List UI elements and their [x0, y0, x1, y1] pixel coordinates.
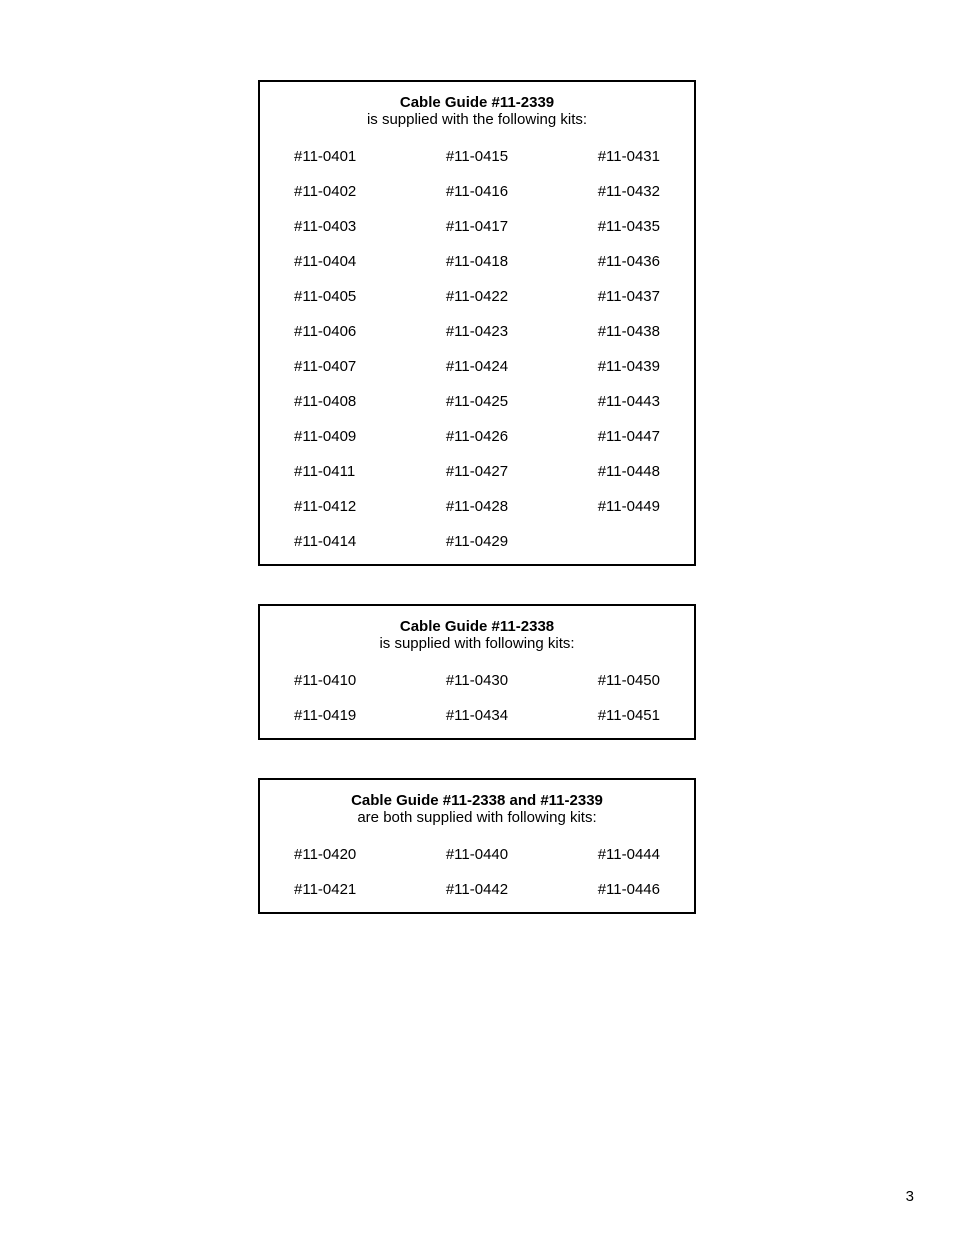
box-3-title: Cable Guide #11-2338 and #11-2339: [260, 792, 694, 809]
box-2-kits-grid: #11-0410#11-0430#11-0450 #11-0419#11-0434…: [260, 672, 694, 724]
kit-item: #11-0422: [413, 288, 540, 305]
kit-item: #11-0401: [286, 148, 413, 165]
kit-item: #11-0444: [541, 846, 668, 863]
kit-item: #11-0440: [413, 846, 540, 863]
kit-item: #11-0410: [286, 672, 413, 689]
page-number: 3: [906, 1188, 914, 1205]
kit-item: #11-0411: [286, 463, 413, 480]
cable-guide-box-1: Cable Guide #11-2339 is supplied with th…: [258, 80, 696, 566]
kit-item: #11-0442: [413, 881, 540, 898]
box-3-header: Cable Guide #11-2338 and #11-2339 are bo…: [260, 792, 694, 826]
box-1-title: Cable Guide #11-2339: [260, 94, 694, 111]
page-container: Cable Guide #11-2339 is supplied with th…: [0, 80, 954, 914]
box-1-subtitle: is supplied with the following kits:: [260, 111, 694, 128]
kit-item: #11-0438: [541, 323, 668, 340]
kit-item: #11-0443: [541, 393, 668, 410]
kit-item: #11-0408: [286, 393, 413, 410]
kit-item: #11-0415: [413, 148, 540, 165]
kit-item: #11-0450: [541, 672, 668, 689]
kit-item: #11-0447: [541, 428, 668, 445]
kit-item: #11-0432: [541, 183, 668, 200]
kit-item: #11-0427: [413, 463, 540, 480]
kit-item: #11-0434: [413, 707, 540, 724]
cable-guide-box-3: Cable Guide #11-2338 and #11-2339 are bo…: [258, 778, 696, 914]
kit-item: #11-0451: [541, 707, 668, 724]
cable-guide-box-2: Cable Guide #11-2338 is supplied with fo…: [258, 604, 696, 740]
kit-item: #11-0402: [286, 183, 413, 200]
kit-item: #11-0403: [286, 218, 413, 235]
kit-item: #11-0414: [286, 533, 413, 550]
kit-item: #11-0439: [541, 358, 668, 375]
kit-item: #11-0416: [413, 183, 540, 200]
kit-item: #11-0435: [541, 218, 668, 235]
box-1-header: Cable Guide #11-2339 is supplied with th…: [260, 94, 694, 128]
box-3-kits-grid: #11-0420#11-0440#11-0444 #11-0421#11-0442…: [260, 846, 694, 898]
kit-item: #11-0437: [541, 288, 668, 305]
kit-item: [541, 533, 668, 550]
box-3-subtitle: are both supplied with following kits:: [260, 809, 694, 826]
kit-item: #11-0429: [413, 533, 540, 550]
kit-item: #11-0421: [286, 881, 413, 898]
kit-item: #11-0436: [541, 253, 668, 270]
box-1-kits-grid: #11-0401#11-0415#11-0431 #11-0402#11-0416…: [260, 148, 694, 550]
kit-item: #11-0449: [541, 498, 668, 515]
kit-item: #11-0412: [286, 498, 413, 515]
kit-item: #11-0430: [413, 672, 540, 689]
kit-item: #11-0424: [413, 358, 540, 375]
kit-item: #11-0407: [286, 358, 413, 375]
box-2-title: Cable Guide #11-2338: [260, 618, 694, 635]
box-2-subtitle: is supplied with following kits:: [260, 635, 694, 652]
kit-item: #11-0418: [413, 253, 540, 270]
kit-item: #11-0428: [413, 498, 540, 515]
kit-item: #11-0417: [413, 218, 540, 235]
kit-item: #11-0446: [541, 881, 668, 898]
kit-item: #11-0420: [286, 846, 413, 863]
kit-item: #11-0431: [541, 148, 668, 165]
kit-item: #11-0448: [541, 463, 668, 480]
kit-item: #11-0425: [413, 393, 540, 410]
kit-item: #11-0426: [413, 428, 540, 445]
kit-item: #11-0423: [413, 323, 540, 340]
kit-item: #11-0419: [286, 707, 413, 724]
kit-item: #11-0409: [286, 428, 413, 445]
kit-item: #11-0406: [286, 323, 413, 340]
kit-item: #11-0405: [286, 288, 413, 305]
box-2-header: Cable Guide #11-2338 is supplied with fo…: [260, 618, 694, 652]
kit-item: #11-0404: [286, 253, 413, 270]
